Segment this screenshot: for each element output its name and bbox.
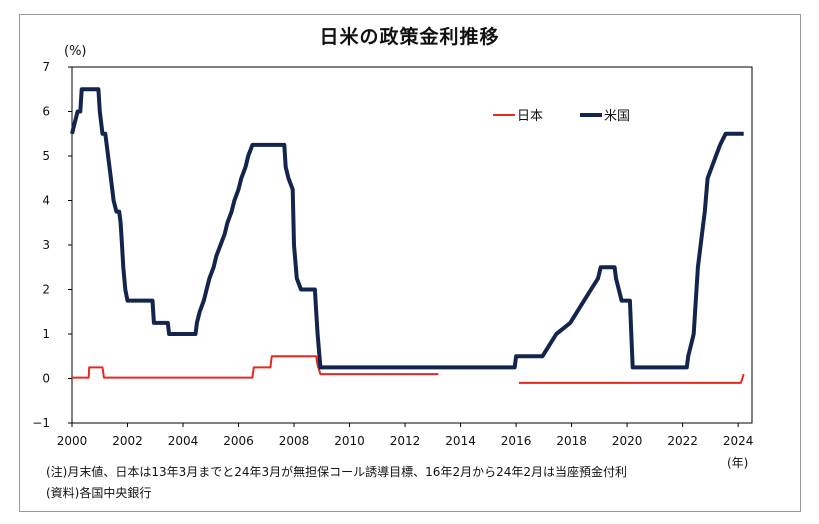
x-tick-label: 2010	[334, 434, 365, 448]
y-tick-label: 7	[42, 60, 50, 74]
plot-area-border	[71, 66, 753, 424]
chart-frame	[19, 14, 801, 512]
series-line-japan	[72, 355, 439, 379]
x-tick-label: 2002	[112, 434, 143, 448]
legend-label: 日本	[517, 109, 543, 124]
x-tick-label: 2012	[390, 434, 421, 448]
series-line-us	[70, 87, 744, 370]
legend-label: 米国	[604, 109, 630, 124]
y-tick-label: 0	[42, 372, 50, 386]
y-tick-label: 4	[42, 194, 50, 208]
y-tick-label: 3	[42, 238, 50, 252]
x-tick-label: 2006	[223, 434, 254, 448]
x-tick-label: 2008	[279, 434, 310, 448]
y-axis-unit: (%)	[64, 44, 87, 59]
x-tick-label: 2018	[556, 434, 587, 448]
y-tick-label: 2	[42, 283, 50, 297]
x-tick-label: 2014	[445, 434, 476, 448]
x-tick-label: 2000	[57, 434, 88, 448]
x-tick-label: 2004	[168, 434, 199, 448]
source-note: (資料)各国中央銀行	[46, 486, 152, 500]
y-tick-label: 6	[42, 105, 50, 119]
series-line-japan	[518, 373, 745, 384]
y-tick-label: −1	[32, 416, 50, 430]
y-tick-label: 1	[42, 327, 50, 341]
footnote: (注)月末値、日本は13年3月までと24年3月が無担保コール誘導目標、16年2月…	[46, 465, 627, 479]
x-tick-label: 2022	[667, 434, 698, 448]
x-tick-label: 2024	[723, 434, 754, 448]
x-axis-unit: (年)	[727, 456, 749, 470]
x-tick-label: 2020	[612, 434, 643, 448]
y-tick-label: 5	[42, 149, 50, 163]
chart-title: 日米の政策金利推移	[319, 26, 500, 48]
x-tick-label: 2016	[501, 434, 532, 448]
